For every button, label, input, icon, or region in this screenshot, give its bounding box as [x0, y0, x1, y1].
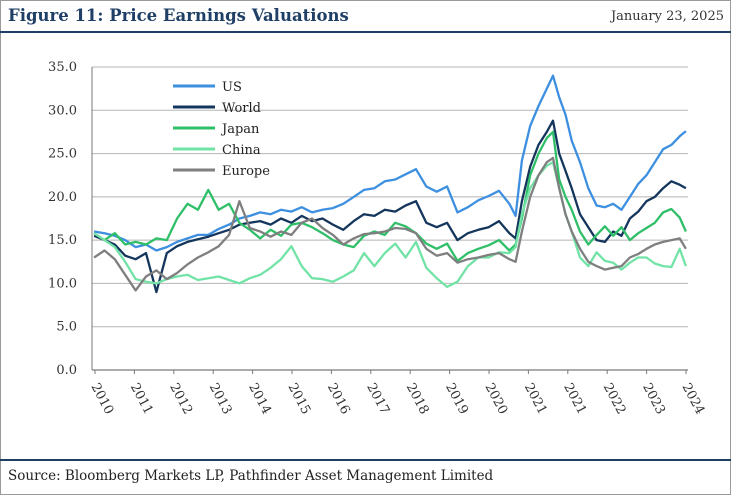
legend-label-us: US	[222, 80, 242, 95]
y-tick-label: 15.0	[48, 233, 77, 248]
series-line-world	[93, 119, 687, 294]
report-date: January 23, 2025	[610, 9, 724, 24]
y-axis-ticks: 0.0 5.0 10.0 15.0 20.0 25.0 30.0 35.0	[48, 60, 77, 378]
x-tick-label: 2022	[600, 381, 629, 417]
series-line-japan	[93, 130, 687, 263]
legend-label-world: World	[222, 101, 261, 116]
x-tick-label: 2016	[324, 381, 353, 417]
y-tick-label: 30.0	[48, 103, 77, 118]
x-tick-label: 2011	[127, 381, 156, 417]
x-tick-label: 2014	[245, 381, 274, 417]
footer-rule	[0, 459, 731, 461]
x-tick-label: 2024	[678, 381, 707, 417]
x-tick-label: 2017	[363, 381, 392, 417]
y-tick-label: 35.0	[48, 60, 77, 75]
x-tick-label: 2020	[481, 381, 510, 417]
x-tick-label: 2012	[166, 381, 195, 417]
y-tick-label: 5.0	[56, 320, 77, 335]
series-lines	[93, 74, 687, 294]
y-tick-label: 0.0	[56, 363, 77, 378]
figure-title: Figure 11: Price Earnings Valuations	[8, 6, 349, 25]
x-axis-ticks: 2010 2011 2012 2013 2014 2015 2016 2017 2018 2019…	[87, 370, 707, 417]
x-tick-label: 2013	[206, 381, 235, 417]
x-tick-label: 2010	[87, 381, 116, 417]
y-tick-label: 10.0	[48, 276, 77, 291]
figure-header: Figure 11: Price Earnings Valuations Jan…	[8, 4, 724, 30]
legend: US World Japan China Europe	[173, 80, 270, 179]
y-tick-label: 20.0	[48, 190, 77, 205]
source-note: Source: Bloomberg Markets LP, Pathfinder…	[8, 468, 494, 484]
x-tick-label: 2021	[560, 381, 589, 417]
header-rule	[0, 31, 731, 33]
x-tick-label: 2015	[284, 381, 313, 417]
legend-label-china: China	[222, 143, 261, 158]
series-line-europe	[93, 156, 687, 292]
legend-label-europe: Europe	[222, 164, 270, 179]
x-tick-label: 2018	[403, 381, 432, 417]
series-line-china	[93, 161, 687, 289]
legend-label-japan: Japan	[220, 122, 260, 137]
x-tick-label: 2023	[639, 381, 668, 417]
series-line-us	[93, 74, 687, 252]
x-tick-label: 2019	[442, 381, 471, 417]
x-tick-label: 2021	[521, 381, 550, 417]
gridlines	[91, 66, 688, 371]
y-tick-label: 25.0	[48, 147, 77, 162]
